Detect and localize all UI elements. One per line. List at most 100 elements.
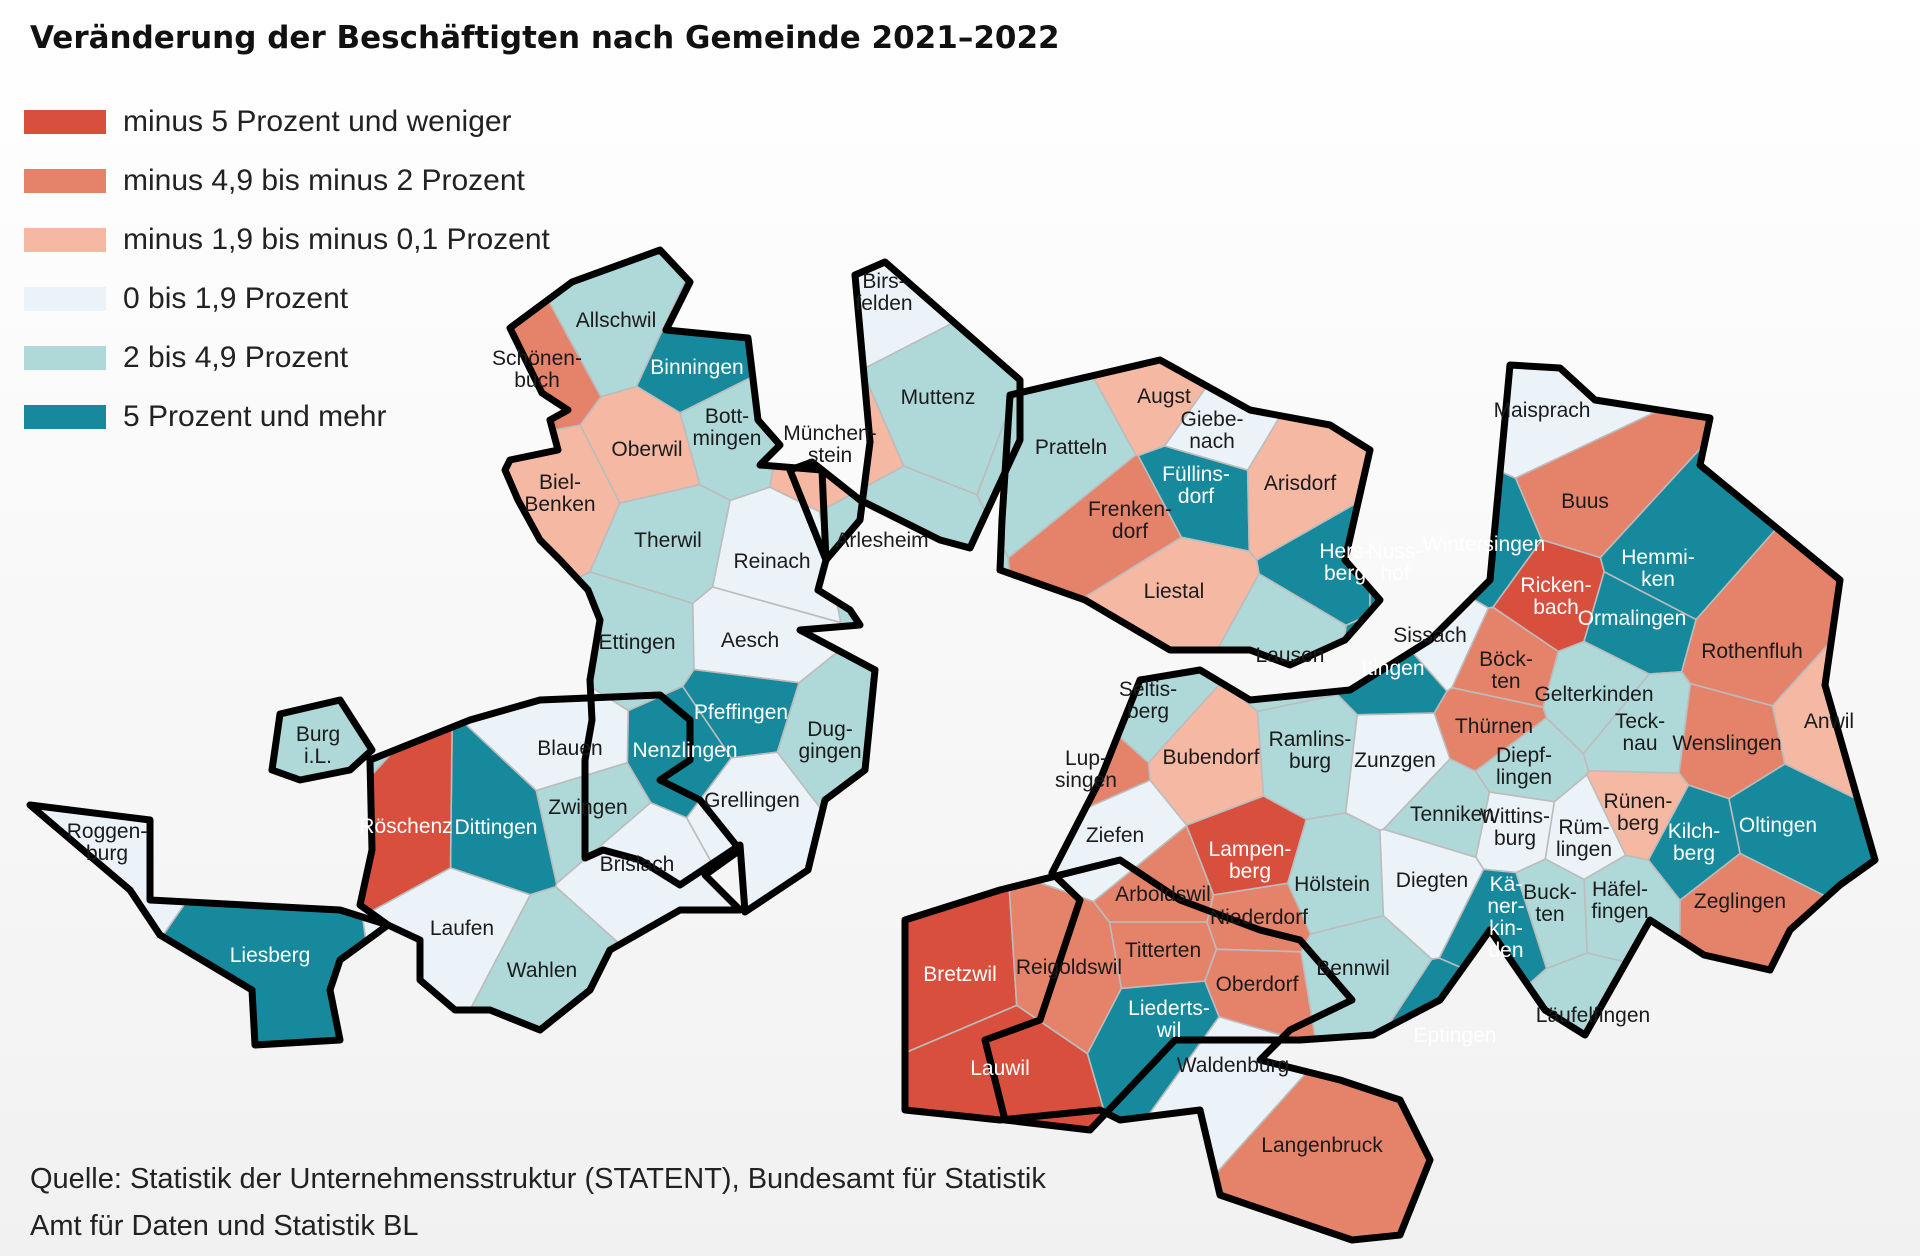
municipality-label: Nuss-hof <box>1368 540 1423 585</box>
municipality-label: Hemmi-ken <box>1621 546 1695 591</box>
municipality-label: Ramlins-burg <box>1269 728 1352 773</box>
municipality-label: Arboldswil <box>1115 883 1211 906</box>
municipality-label: Ormalingen <box>1578 607 1687 630</box>
legend-item: 2 bis 4,9 Prozent <box>24 328 550 387</box>
legend-item: 0 bis 1,9 Prozent <box>24 269 550 328</box>
legend-item: minus 5 Prozent und weniger <box>24 92 550 151</box>
municipality-label: Häfel-fingen <box>1591 878 1648 923</box>
municipality-label: Böck-ten <box>1479 648 1533 693</box>
municipality-label: Lup-singen <box>1055 747 1117 792</box>
municipality-label: Zeglingen <box>1694 890 1786 913</box>
legend-label: minus 4,9 bis minus 2 Prozent <box>123 163 525 197</box>
municipality-label: Arisdorf <box>1264 472 1337 495</box>
municipality-label: Nenzlingen <box>632 739 737 762</box>
municipality-label: Liesberg <box>230 944 311 967</box>
municipality-label: Wenslingen <box>1672 732 1781 755</box>
municipality-label: Sissach <box>1393 624 1467 647</box>
municipality-label: Birs-felden <box>855 270 912 315</box>
legend-swatch <box>24 404 106 429</box>
municipality-label: Anwil <box>1804 710 1854 733</box>
district-border <box>268 696 376 784</box>
municipality-label: Seltis-berg <box>1119 678 1177 723</box>
municipality-region <box>1518 952 1875 1240</box>
municipality-label: Ricken-bach <box>1520 574 1591 619</box>
municipality-label: Oberdorf <box>1216 973 1299 996</box>
municipality-label: Wahlen <box>507 959 577 982</box>
district-border <box>26 801 392 1049</box>
municipality-label: Blauen <box>537 737 602 760</box>
source-note: Quelle: Statistik der Unternehmensstrukt… <box>30 1156 1046 1250</box>
municipality-label: Frenken-dorf <box>1088 498 1172 543</box>
municipality-label: Wittins-burg <box>1480 805 1550 850</box>
legend-swatch <box>24 168 106 193</box>
municipality-label: Eptingen <box>1414 1024 1497 1047</box>
municipality-label: Buus <box>1561 490 1609 513</box>
legend-swatch <box>24 109 106 134</box>
district-border <box>786 258 1024 564</box>
district-border <box>996 356 1384 669</box>
municipality-label: Pfeffingen <box>694 701 788 724</box>
municipality-label: Reinach <box>733 550 810 573</box>
municipality-label: Dittingen <box>455 816 538 839</box>
legend-swatch <box>24 286 106 311</box>
legend-item: 5 Prozent und mehr <box>24 387 550 446</box>
municipality-label: Dug-gingen <box>798 718 861 763</box>
legend-label: minus 1,9 bis minus 0,1 Prozent <box>123 222 550 256</box>
municipality-label: Therwil <box>634 529 702 552</box>
legend-item: minus 4,9 bis minus 2 Prozent <box>24 151 550 210</box>
legend-label: 0 bis 1,9 Prozent <box>123 281 349 315</box>
municipality-label: Füllins-dorf <box>1162 463 1230 508</box>
municipality-label: Brislach <box>600 853 675 876</box>
legend-swatch <box>24 227 106 252</box>
municipality-label: Laufen <box>430 917 494 940</box>
municipality-label: Ziefen <box>1086 824 1144 847</box>
municipality-label: Biel-Benken <box>524 471 595 516</box>
district-border <box>901 856 1434 1244</box>
municipality-label: Binningen <box>650 356 743 379</box>
municipality-label: Wintersingen <box>1423 533 1546 556</box>
municipality-label: Schönen-buch <box>492 347 582 392</box>
municipality-label: Tenniken <box>1410 803 1494 826</box>
legend-item: minus 1,9 bis minus 0,1 Prozent <box>24 210 550 269</box>
municipality-label: Rünen-berg <box>1604 790 1673 835</box>
municipality-label: Burg i.L. <box>296 723 340 768</box>
municipality-label: Lampen-berg <box>1209 838 1292 883</box>
municipality-label: Itingen <box>1361 657 1424 680</box>
district-border <box>981 361 1879 1134</box>
municipality-label: Liestal <box>1144 580 1205 603</box>
municipality-label: Teck-nau <box>1615 710 1665 755</box>
municipality-label: Kilch-berg <box>1668 820 1721 865</box>
municipality-label: Langenbruck <box>1261 1134 1383 1157</box>
municipality-region <box>1369 438 1447 616</box>
source-line: Amt für Daten und Statistik BL <box>30 1210 419 1242</box>
municipality-label: Diegten <box>1396 869 1468 892</box>
municipality-label: Thürnen <box>1455 715 1533 738</box>
municipality-label: Roggen-burg <box>67 820 148 865</box>
municipality-label: Kä-ner-kin-den <box>1487 873 1524 962</box>
municipality-label: Reigoldswil <box>1016 956 1122 979</box>
municipality-label: Pratteln <box>1035 436 1107 459</box>
municipality-label: Titterten <box>1125 939 1201 962</box>
municipality-label: Hölstein <box>1294 873 1370 896</box>
legend: minus 5 Prozent und weniger minus 4,9 bi… <box>24 92 550 446</box>
municipality-label: Allschwil <box>576 309 657 332</box>
municipality-label: Liederts-wil <box>1128 997 1210 1042</box>
municipality-label: Lauwil <box>970 1057 1030 1080</box>
municipality-label: Buck-ten <box>1523 881 1577 926</box>
municipality-label: Waldenburg <box>1177 1054 1289 1077</box>
municipality-region <box>30 374 233 1143</box>
municipality-label: Niederdorf <box>1210 906 1308 929</box>
map-title: Veränderung der Beschäftigten nach Gemei… <box>30 20 1060 56</box>
municipality-label: Oltingen <box>1739 814 1817 837</box>
municipality-label: Bott-mingen <box>693 405 762 450</box>
municipality-label: Arlesheim <box>835 529 928 552</box>
municipality-label: Bennwil <box>1316 957 1390 980</box>
municipality-region <box>291 424 621 626</box>
municipality-label: Lausen <box>1256 644 1325 667</box>
municipality-label: Augst <box>1137 385 1191 408</box>
legend-label: 2 bis 4,9 Prozent <box>123 340 349 374</box>
municipality-label: München-stein <box>783 422 876 467</box>
municipality-label: Röschenz <box>359 815 452 838</box>
municipality-label: Gelterkinden <box>1534 683 1653 706</box>
municipality-label: Läufelfingen <box>1536 1004 1650 1027</box>
